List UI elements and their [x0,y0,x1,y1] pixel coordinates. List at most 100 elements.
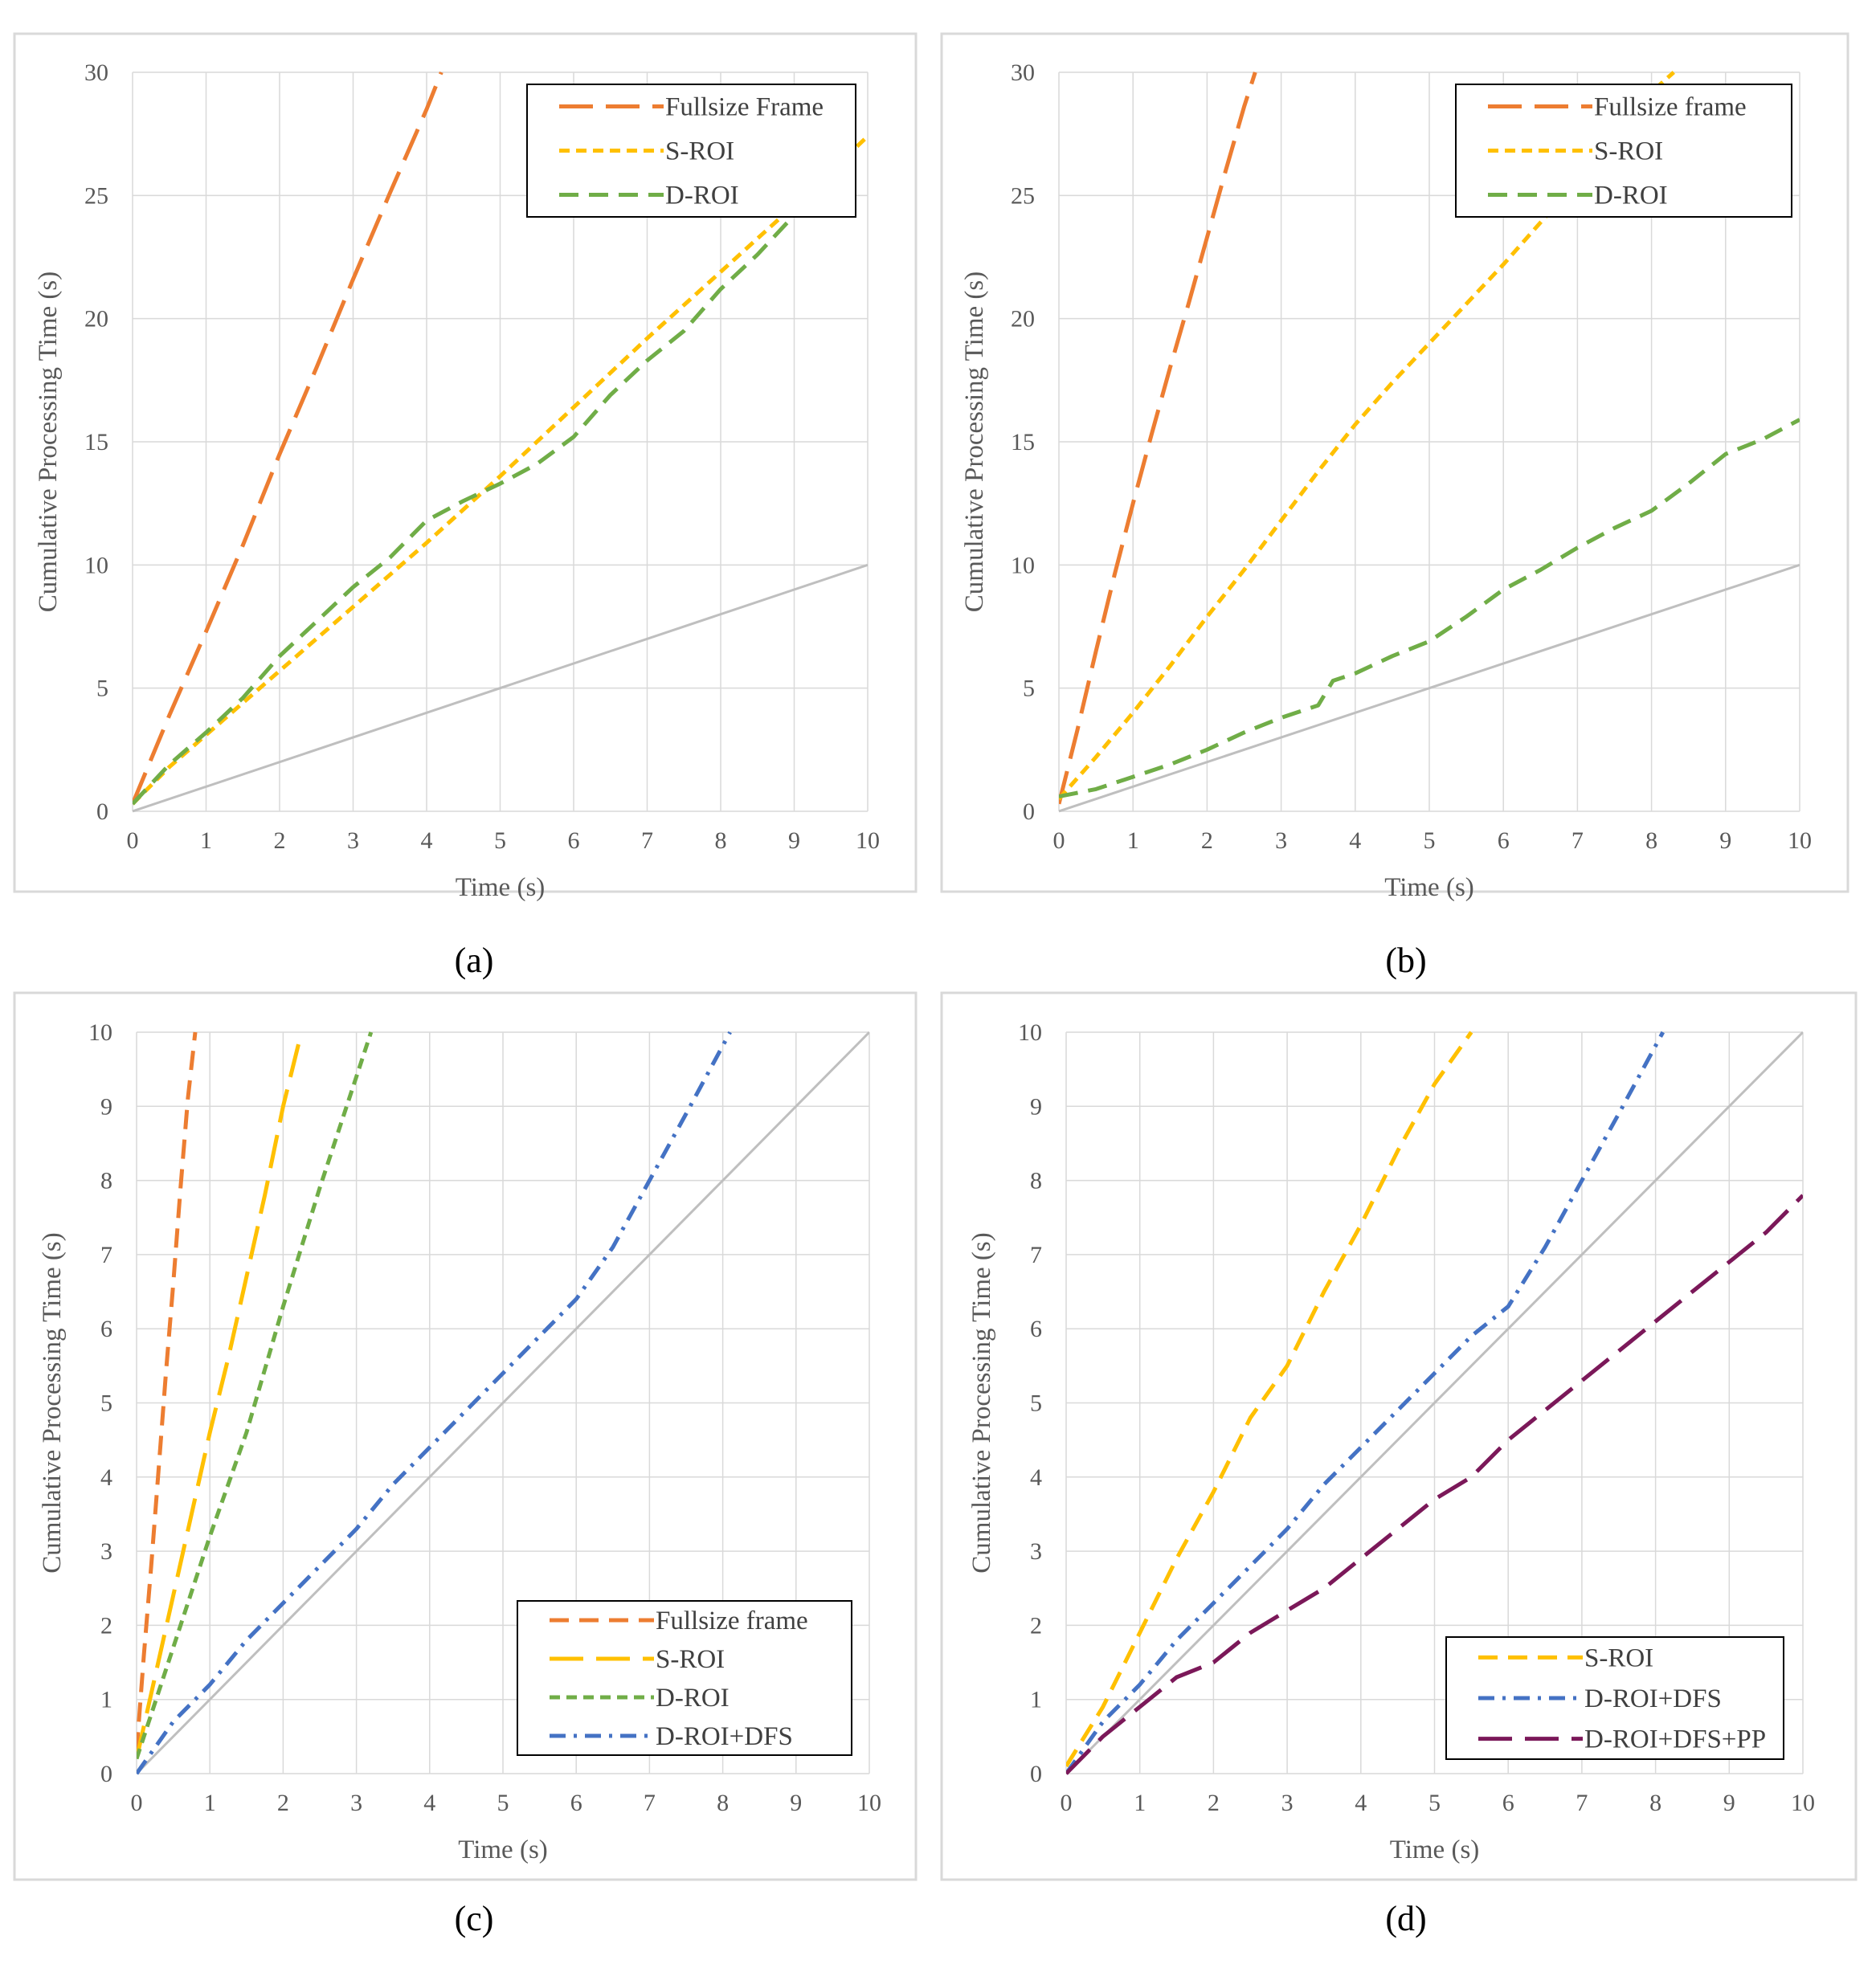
x-tick-label: 8 [1649,1790,1661,1816]
plot-area [137,1031,869,1775]
gridlines [1058,71,1800,812]
y-tick-label: 1 [100,1687,112,1713]
x-tick-label: 4 [1355,1790,1367,1816]
x-tick-label: 4 [421,827,433,854]
panel-caption: (a) [455,941,494,980]
y-tick-label: 7 [100,1242,112,1268]
y-tick-label: 1 [1030,1687,1042,1713]
x-tick-label: 7 [641,827,653,854]
series-line-d-roi-dfs-pp [1066,1194,1803,1775]
series-line-d-roi-dfs [137,1031,732,1775]
y-tick-label: 5 [1030,1390,1042,1417]
legend-label: S-ROI [1594,137,1663,166]
x-tick-label: 1 [1127,827,1139,854]
reference-line [1059,563,1800,813]
x-tick-label: 4 [423,1790,435,1816]
y-tick-label: 10 [84,552,108,578]
x-tick-label: 3 [1281,1790,1294,1816]
reference-line [133,563,868,813]
y-tick-label: 8 [100,1168,112,1194]
x-tick-label: 2 [1208,1790,1220,1816]
x-tick-label: 3 [350,1790,362,1816]
series-line-s-roi [1066,1031,1473,1768]
y-tick-label: 4 [1030,1464,1042,1491]
y-tick-label: 30 [1011,59,1035,86]
x-tick-label: 5 [497,1790,509,1816]
y-tick-label: 5 [1023,676,1035,702]
x-tick-label: 0 [1053,827,1065,854]
legend: S-ROI D-ROI+DFS D-ROI+DFS+PP [1445,1636,1784,1760]
y-tick-label: 10 [1011,552,1035,578]
legend-item: S-ROI [559,137,734,166]
legend: Fullsize frame S-ROI D-ROI D-ROI+DFS [517,1600,852,1756]
legend-label: Fullsize Frame [665,93,824,122]
y-tick-label: 9 [100,1093,112,1120]
legend-label: Fullsize frame [1594,93,1747,122]
legend-item: Fullsize Frame [559,93,824,122]
legend-item: S-ROI [1478,1643,1653,1672]
legend-item: Fullsize frame [1488,93,1747,122]
series-line-fullsize-frame [1059,71,1257,805]
x-tick-label: 2 [1201,827,1213,854]
series-line-fullsize-frame [133,71,443,805]
y-tick-label: 15 [84,429,108,455]
series-line-d-roi [1059,418,1800,799]
x-tick-label: 7 [1572,827,1584,854]
x-axis-title: Time (s) [1390,1835,1480,1864]
y-tick-label: 8 [1030,1168,1042,1194]
y-tick-label: 6 [1030,1316,1042,1342]
y-tick-label: 10 [1018,1019,1042,1046]
legend-label: D-ROI [656,1684,730,1713]
x-tick-label: 7 [644,1790,656,1816]
legend-item: D-ROI [559,182,739,210]
y-tick-label: 9 [1030,1093,1042,1120]
x-axis-title: Time (s) [456,873,546,902]
chart-panel-1: 0 1 2 3 4 5 6 7 8 9 10 0 5 10 15 20 25 30 Time (s) Cumulati… [13,32,918,902]
y-tick-label: 3 [1030,1538,1042,1565]
y-tick-label: 25 [84,182,108,209]
x-tick-label: 4 [1349,827,1361,854]
panel-caption: (c) [455,1899,494,1938]
reference-line [1066,1031,1803,1775]
legend-item: D-ROI+DFS+PP [1478,1725,1766,1754]
x-tick-label: 1 [204,1790,216,1816]
x-tick-label: 10 [856,827,880,854]
x-tick-label: 6 [570,1790,582,1816]
y-axis-title: Cumulative Processing Time (s) [34,272,63,612]
y-axis-title: Cumulative Processing Time (s) [967,1232,996,1573]
plot-area [1066,1031,1803,1775]
legend-label: D-ROI+DFS [1584,1684,1722,1713]
y-tick-label: 4 [100,1464,112,1491]
x-tick-label: 1 [1134,1790,1146,1816]
y-tick-label: 2 [1030,1612,1042,1639]
x-tick-label: 10 [1788,827,1812,854]
series-line-fullsize-frame [137,1031,198,1752]
y-tick-label: 20 [84,306,108,333]
x-axis-title: Time (s) [1384,873,1474,902]
reference-line [137,1031,869,1775]
panel-caption: (d) [1385,1899,1426,1938]
x-axis-title: Time (s) [458,1835,548,1864]
x-tick-label: 8 [715,827,727,854]
chart-panel-3: 0 1 2 3 4 5 6 7 8 9 10 0 1 2 3 4 5 6 7 8 9 10 Time (s) Cumulati… [13,991,918,1881]
legend-label: D-ROI [1594,182,1668,210]
y-axis-title: Cumulative Processing Time (s) [38,1232,67,1573]
x-tick-label: 5 [1428,1790,1441,1816]
chart-panel-2: 0 1 2 3 4 5 6 7 8 9 10 0 5 10 15 20 25 30 Time (s) Cumulati… [940,32,1849,902]
y-tick-label: 10 [88,1019,112,1046]
x-tick-label: 0 [1061,1790,1073,1816]
legend-label: S-ROI [665,137,734,166]
y-tick-label: 5 [96,676,108,702]
x-tick-label: 6 [1502,1790,1514,1816]
x-tick-label: 9 [790,1790,802,1816]
legend-label: Fullsize frame [656,1607,808,1635]
series-line-d-roi [133,182,832,806]
legend-item: D-ROI+DFS [550,1722,793,1751]
legend-label: D-ROI+DFS [656,1722,793,1751]
y-tick-label: 0 [100,1761,112,1787]
x-tick-label: 5 [494,827,506,854]
legend-label: S-ROI [656,1645,725,1674]
x-tick-label: 3 [347,827,359,854]
